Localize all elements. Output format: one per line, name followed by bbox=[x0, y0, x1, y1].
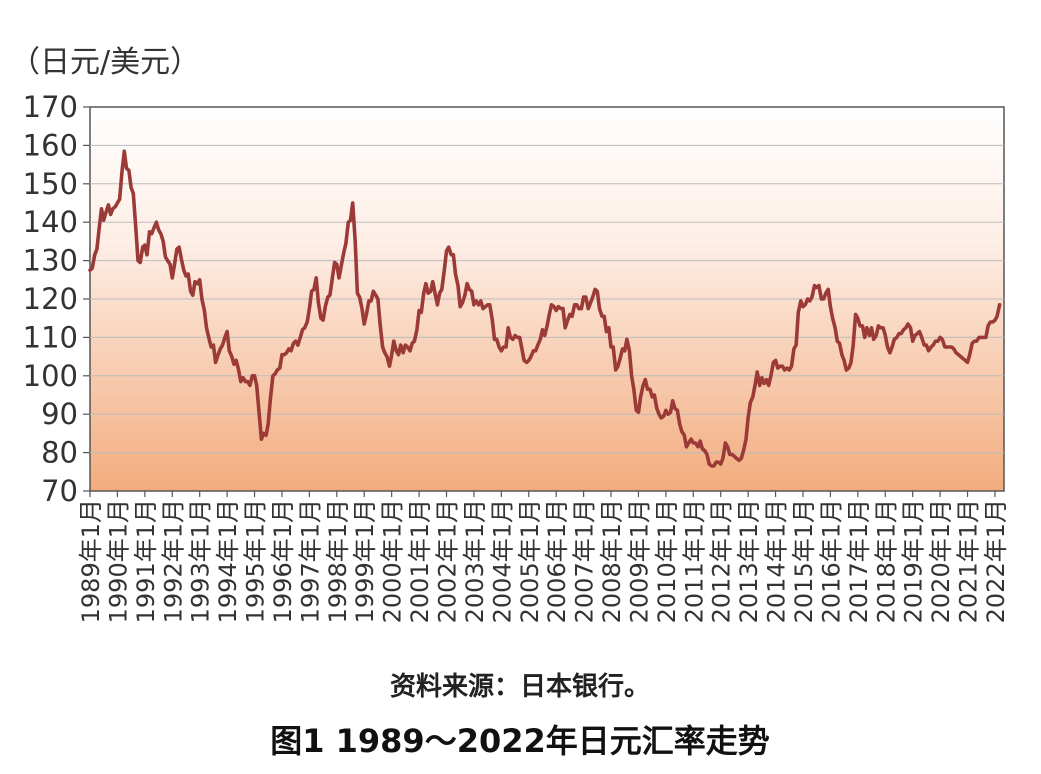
x-tick-label: 1995年1月 bbox=[242, 499, 270, 623]
x-tick-label: 2018年1月 bbox=[872, 499, 900, 623]
y-tick-label: 140 bbox=[23, 205, 78, 239]
y-tick-label: 80 bbox=[41, 436, 78, 470]
x-tick-label: 2020年1月 bbox=[927, 499, 955, 623]
y-tick-label: 90 bbox=[41, 397, 78, 431]
y-tick-label: 70 bbox=[41, 474, 78, 508]
x-tick-label: 1994年1月 bbox=[214, 499, 242, 623]
x-tick-label: 2004年1月 bbox=[488, 499, 516, 623]
x-tick-label: 2021年1月 bbox=[955, 499, 983, 623]
x-axis-ticks: 1989年1月 1990年1月 1991年1月 1992年1月 1993年1月 1994年… bbox=[77, 491, 1010, 623]
y-tick-label: 170 bbox=[23, 90, 78, 124]
x-tick-label: 2008年1月 bbox=[598, 499, 626, 623]
x-tick-label: 1997年1月 bbox=[296, 499, 324, 623]
x-tick-label: 2000年1月 bbox=[379, 499, 407, 623]
y-tick-label: 110 bbox=[23, 320, 78, 354]
y-tick-label: 160 bbox=[23, 128, 78, 162]
x-tick-label: 1990年1月 bbox=[104, 499, 132, 623]
x-tick-label: 1992年1月 bbox=[159, 499, 187, 623]
y-tick-label: 130 bbox=[23, 244, 78, 278]
x-tick-label: 2012年1月 bbox=[708, 499, 736, 623]
grid-lines bbox=[90, 144, 1004, 454]
y-axis-unit-label: （日元/美元） bbox=[10, 45, 200, 80]
x-tick-label: 2002年1月 bbox=[433, 499, 461, 623]
x-tick-label: 2017年1月 bbox=[845, 499, 873, 623]
x-tick-label: 1998年1月 bbox=[324, 499, 352, 623]
x-tick-label: 2006年1月 bbox=[543, 499, 571, 623]
source-note: 资料来源：日本银行。 bbox=[390, 671, 650, 702]
x-tick-label: 2003年1月 bbox=[461, 499, 489, 623]
x-tick-label: 2022年1月 bbox=[982, 499, 1010, 623]
x-tick-label: 2015年1月 bbox=[790, 499, 818, 623]
x-tick-label: 2011年1月 bbox=[680, 499, 708, 623]
x-tick-label: 1989年1月 bbox=[77, 499, 105, 623]
x-tick-label: 2013年1月 bbox=[735, 499, 763, 623]
x-tick-label: 1996年1月 bbox=[269, 499, 297, 623]
y-tick-label: 150 bbox=[23, 167, 78, 201]
x-tick-label: 2009年1月 bbox=[625, 499, 653, 623]
x-tick-label: 2005年1月 bbox=[516, 499, 544, 623]
y-axis-ticks: 70 80 90 100 110 120 130 140 150 160 170 bbox=[23, 90, 90, 508]
y-tick-label: 100 bbox=[23, 359, 78, 393]
series-layer bbox=[88, 149, 1002, 468]
x-tick-label: 1993年1月 bbox=[187, 499, 215, 623]
x-tick-label: 2019年1月 bbox=[900, 499, 928, 623]
x-tick-label: 1999年1月 bbox=[351, 499, 379, 623]
x-tick-label: 2001年1月 bbox=[406, 499, 434, 623]
x-tick-label: 2016年1月 bbox=[817, 499, 845, 623]
y-tick-label: 120 bbox=[23, 282, 78, 316]
x-tick-label: 1991年1月 bbox=[132, 499, 160, 623]
x-tick-label: 2014年1月 bbox=[763, 499, 791, 623]
figure-title: 图1 1989～2022年日元汇率走势 bbox=[270, 722, 770, 760]
x-tick-label: 2007年1月 bbox=[571, 499, 599, 623]
x-tick-label: 2010年1月 bbox=[653, 499, 681, 623]
series-line-0 bbox=[88, 149, 1002, 468]
